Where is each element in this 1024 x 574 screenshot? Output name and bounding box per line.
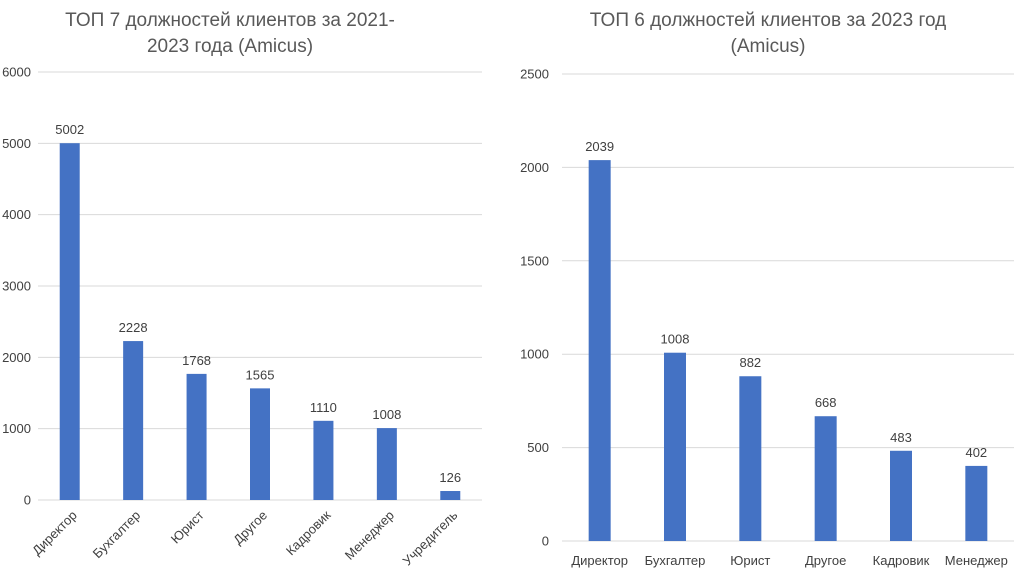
bar <box>440 491 461 500</box>
bar <box>588 160 611 541</box>
y-tick-label: 5000 <box>2 136 31 151</box>
data-label: 402 <box>965 445 987 460</box>
bar <box>376 428 397 500</box>
y-tick-label: 0 <box>24 493 31 508</box>
category-label: Кадровик <box>283 507 334 558</box>
category-label: Кадровик <box>873 553 930 568</box>
data-label: 668 <box>815 395 837 410</box>
chart-title-line: (Amicus) <box>731 36 806 57</box>
y-tick-label: 2000 <box>520 160 549 175</box>
category-label: Юрист <box>168 507 207 546</box>
category-label: Бухгалтер <box>90 508 144 562</box>
chart-title-line: 2023 года (Amicus) <box>147 36 313 57</box>
category-label: Директор <box>29 508 80 559</box>
category-label: Менеджер <box>342 508 397 563</box>
bar <box>664 352 686 541</box>
chart-right: ТОП 6 должностей клиентов за 2023 год (Am… <box>520 10 1014 568</box>
y-tick-label: 2500 <box>520 67 549 82</box>
chart-title: ТОП 6 должностей клиентов за 2023 год (Am… <box>590 10 946 57</box>
data-label: 1110 <box>310 400 337 415</box>
y-tick-label: 500 <box>527 440 549 455</box>
category-label: Другое <box>230 508 270 548</box>
bar <box>186 373 207 500</box>
bar <box>814 416 837 541</box>
y-tick-label: 1000 <box>2 421 31 436</box>
chart-title-line: ТОП 7 должностей клиентов за 2021- <box>65 10 395 31</box>
y-tick-label: 3000 <box>2 279 31 294</box>
chart-title-line: ТОП 6 должностей клиентов за 2023 год <box>590 10 946 31</box>
y-tick-label: 4000 <box>2 207 31 222</box>
data-label: 1565 <box>246 367 275 382</box>
category-label: Другое <box>805 553 846 568</box>
category-label: Учредитель <box>400 507 461 568</box>
category-label: Директор <box>571 553 628 568</box>
y-tick-label: 1000 <box>520 347 549 362</box>
data-label: 1768 <box>182 353 211 368</box>
bar <box>59 143 80 500</box>
bar <box>739 376 762 541</box>
bar <box>965 465 988 541</box>
bar <box>123 341 144 500</box>
data-label: 882 <box>739 355 761 370</box>
category-label: Менеджер <box>945 553 1008 568</box>
y-tick-label: 1500 <box>520 253 549 268</box>
bar <box>890 450 912 541</box>
y-tick-label: 0 <box>542 534 549 549</box>
data-label: 2039 <box>585 139 614 154</box>
data-label: 126 <box>439 470 461 485</box>
y-tick-label: 6000 <box>2 65 31 80</box>
data-label: 2228 <box>119 320 148 335</box>
bar <box>313 420 334 500</box>
data-label: 1008 <box>661 332 690 347</box>
data-label: 483 <box>890 430 912 445</box>
chart-left: ТОП 7 должностей клиентов за 2021- 2023 г… <box>2 10 482 568</box>
data-label: 1008 <box>372 407 401 422</box>
chart-title: ТОП 7 должностей клиентов за 2021- 2023 г… <box>65 10 395 57</box>
y-tick-label: 2000 <box>2 350 31 365</box>
bar <box>250 388 270 500</box>
data-label: 5002 <box>55 122 84 137</box>
category-label: Бухгалтер <box>645 553 706 568</box>
category-label: Юрист <box>730 553 770 568</box>
